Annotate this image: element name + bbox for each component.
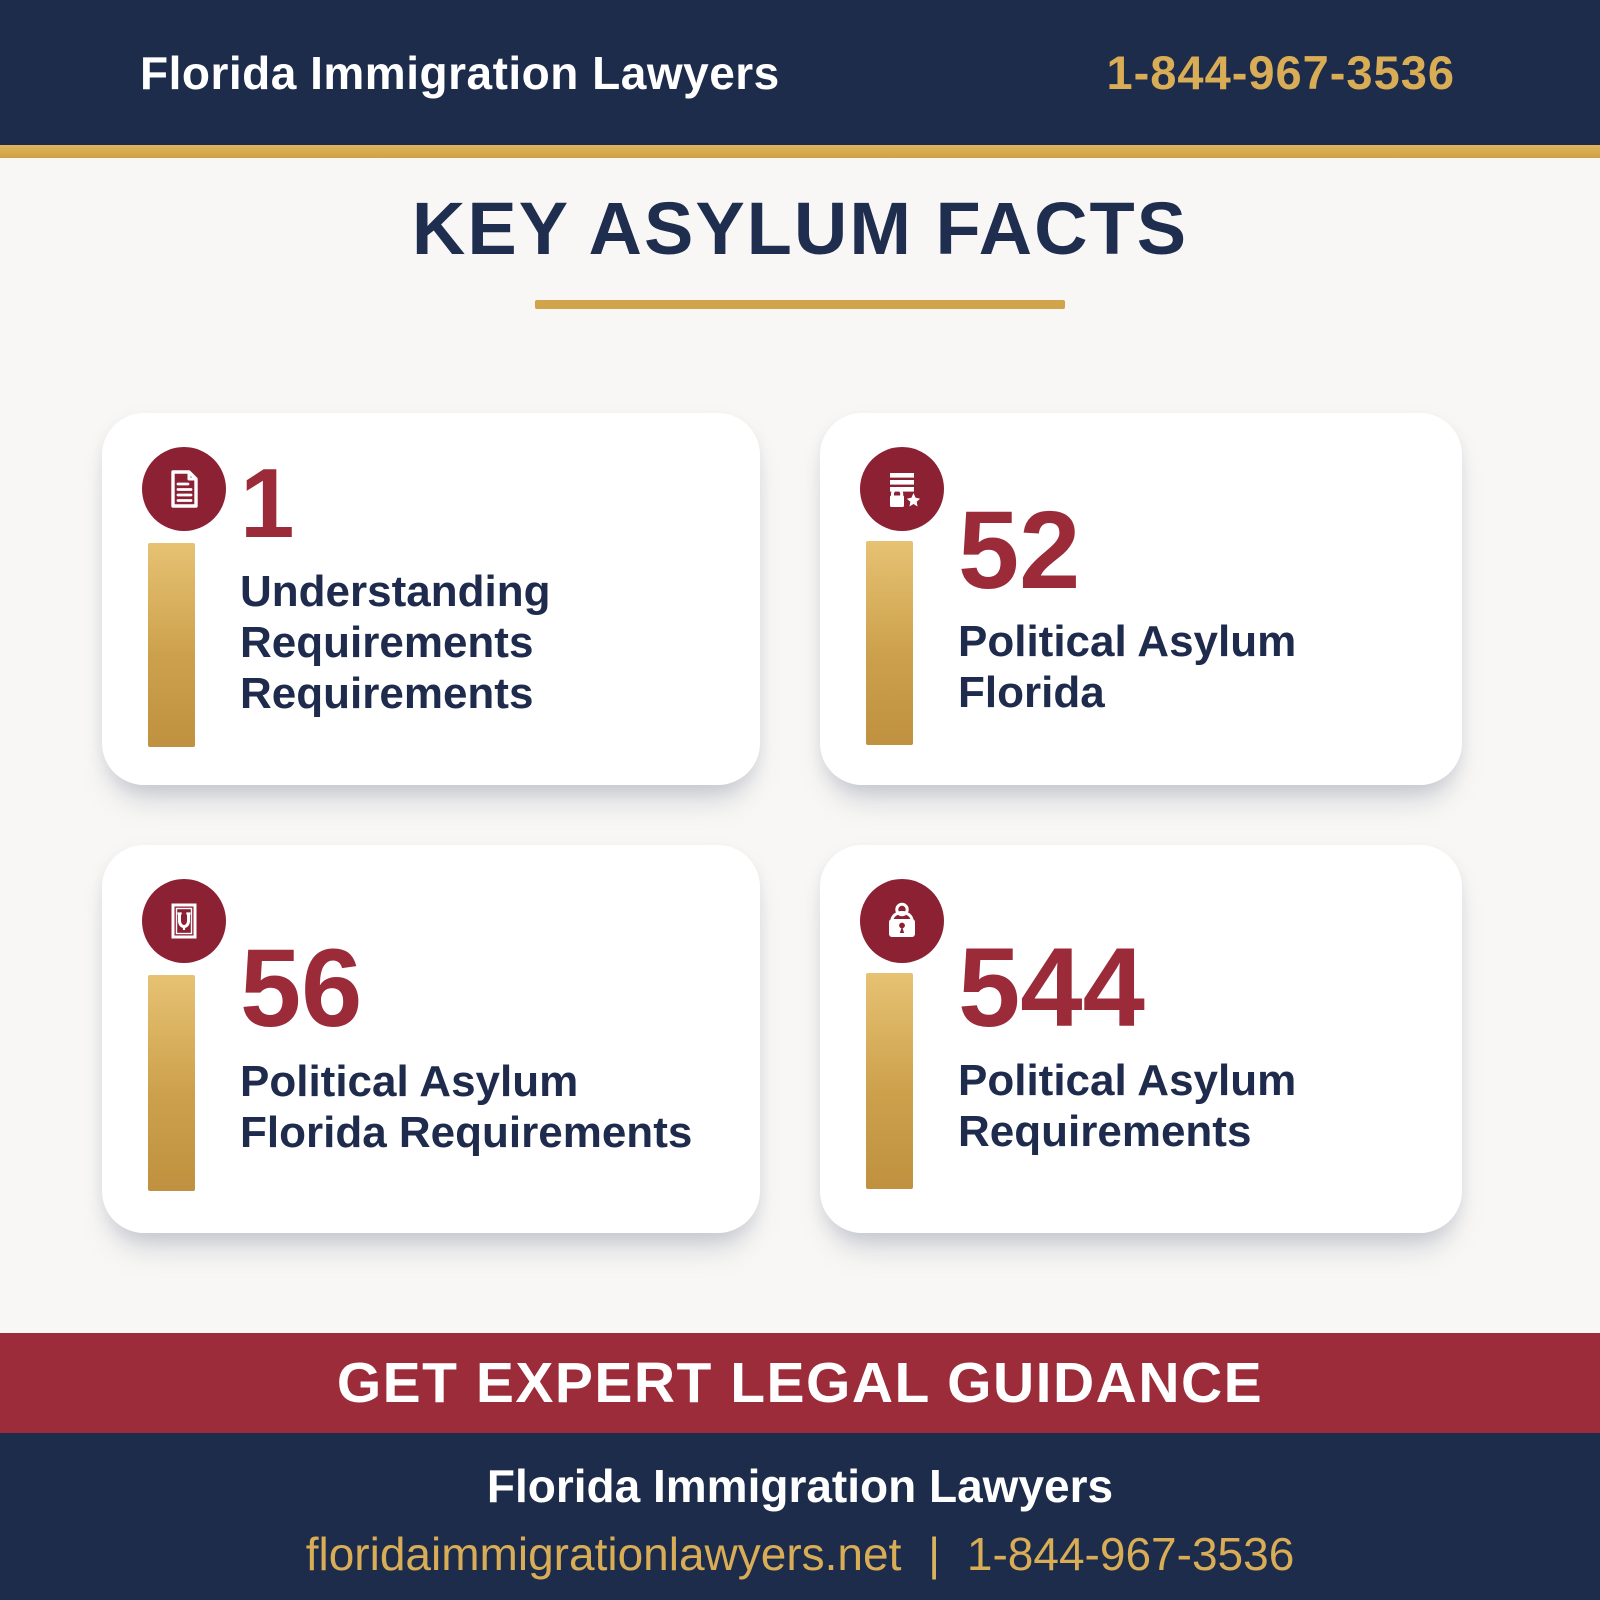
page-title: KEY ASYLUM FACTS bbox=[411, 187, 1189, 270]
passport-icon bbox=[142, 879, 226, 963]
header-brand: Florida Immigration Lawyers bbox=[140, 46, 780, 99]
stat-card-political-asylum-requirements: 544 Political Asylum Requirements bbox=[820, 845, 1462, 1233]
header-bar: Florida Immigration Lawyers 1-844-967-35… bbox=[0, 0, 1600, 145]
cta-text: GET EXPERT LEGAL GUIDANCE bbox=[336, 1351, 1264, 1415]
lock-person-icon bbox=[860, 879, 944, 963]
stat-label: Political Asylum Florida Requirements bbox=[240, 1056, 693, 1157]
stat-label: Political Asylum Florida bbox=[958, 616, 1297, 717]
footer-brand: Florida Immigration Lawyers bbox=[486, 1460, 1114, 1512]
stat-number: 52 bbox=[958, 489, 1081, 612]
stat-card-political-asylum-florida: 52 Political Asylum Florida bbox=[820, 413, 1462, 785]
stat-card-political-asylum-florida-requirements: 56 Political Asylum Florida Requirements bbox=[102, 845, 760, 1233]
footer-contact-line: floridaimmigrationlawyers.net | 1-844-96… bbox=[0, 1527, 1600, 1581]
header-phone-number[interactable]: 1-844-967-3536 bbox=[1106, 46, 1455, 99]
footer-bar: Florida Immigration Lawyers floridaimmig… bbox=[0, 1433, 1600, 1600]
stat-number: 544 bbox=[958, 925, 1145, 1050]
stat-number: 1 bbox=[240, 448, 295, 558]
footer-website-link[interactable]: floridaimmigrationlawyers.net bbox=[305, 1528, 902, 1580]
footer-phone-number[interactable]: 1-844-967-3536 bbox=[966, 1528, 1295, 1580]
gold-divider-stripe bbox=[0, 145, 1600, 158]
stat-label: Understanding Requirements Requirements bbox=[240, 567, 551, 719]
title-underline bbox=[535, 300, 1065, 309]
stat-card-understanding-requirements: 1 Understanding Requirements Requirement… bbox=[102, 413, 760, 785]
gold-accent-bar bbox=[148, 975, 195, 1191]
stat-label: Political Asylum Requirements bbox=[958, 1056, 1297, 1157]
gold-accent-bar bbox=[866, 973, 913, 1189]
footer-separator: | bbox=[928, 1528, 941, 1580]
cta-band: GET EXPERT LEGAL GUIDANCE bbox=[0, 1333, 1600, 1433]
gold-accent-bar bbox=[148, 543, 195, 747]
stat-number: 56 bbox=[240, 927, 363, 1050]
document-icon bbox=[142, 447, 226, 531]
gold-accent-bar bbox=[866, 541, 913, 745]
form-lock-icon bbox=[860, 447, 944, 531]
